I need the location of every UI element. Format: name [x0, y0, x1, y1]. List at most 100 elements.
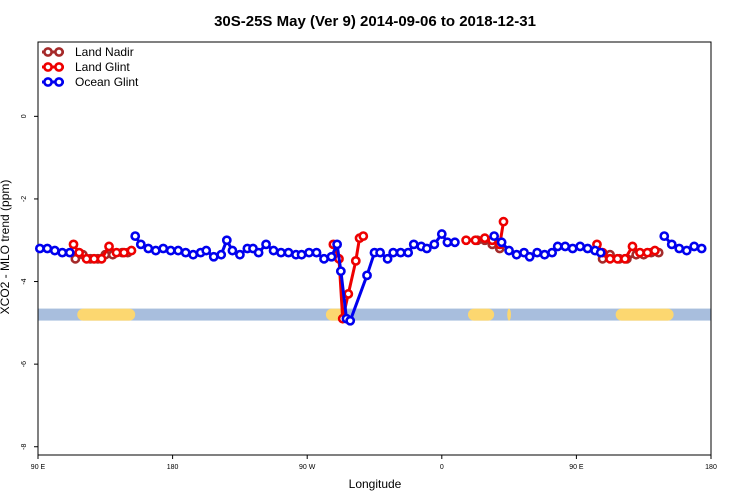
data-point [42, 243, 53, 254]
data-point [96, 253, 107, 264]
data-point [216, 249, 227, 260]
data-point [681, 245, 692, 256]
data-point [547, 247, 557, 258]
legend-label: Ocean Glint [75, 75, 139, 89]
data-point [362, 270, 372, 281]
data-point [620, 253, 630, 264]
legend-label: Land Nadir [75, 45, 134, 59]
data-point [666, 239, 677, 250]
data-point [111, 247, 122, 258]
data-point [689, 241, 700, 252]
y-tick-label: -8 [21, 444, 28, 450]
data-point [173, 245, 184, 256]
data-point [119, 247, 129, 258]
data-point [332, 239, 343, 250]
data-point [498, 216, 509, 227]
data-point [560, 241, 571, 252]
legend-marker [43, 47, 53, 57]
legend-marker [54, 62, 64, 72]
data-point [126, 245, 137, 256]
legend-marker [43, 77, 53, 87]
data-point [496, 237, 507, 248]
data-point [130, 231, 141, 242]
data-point [479, 233, 490, 244]
data-point [511, 249, 522, 260]
land-band-segment [507, 308, 511, 321]
data-point [358, 231, 369, 242]
data-point [532, 247, 543, 258]
data-point [150, 245, 161, 256]
data-point [627, 241, 638, 252]
data-point [227, 245, 238, 256]
data-point [421, 243, 432, 254]
data-point [74, 247, 85, 258]
x-tick-label: 0 [440, 464, 444, 471]
data-point [605, 253, 615, 264]
data-point [449, 237, 460, 248]
data-point [595, 247, 606, 258]
chart-title: 30S-25S May (Ver 9) 2014-09-06 to 2018-1… [214, 13, 536, 30]
data-point [49, 245, 60, 256]
series-ocean-glint [34, 229, 707, 326]
data-point [642, 247, 653, 258]
data-point [659, 231, 670, 242]
data-point [612, 253, 623, 264]
series-layer [34, 216, 707, 326]
y-tick-label: -2 [21, 196, 28, 202]
data-point [375, 247, 386, 258]
data-point [403, 247, 414, 258]
land-band-segment [467, 308, 495, 321]
x-tick-label: 180 [705, 464, 717, 471]
y-axis-label: XCO2 - MLO trend (ppm) [0, 180, 12, 315]
data-point [276, 247, 286, 258]
data-point [552, 241, 563, 252]
data-point [311, 247, 322, 258]
data-point [304, 247, 314, 258]
data-point [524, 251, 535, 262]
data-point [283, 247, 294, 258]
data-point [575, 241, 586, 252]
data-point [470, 235, 481, 246]
data-point [429, 239, 440, 250]
data-point [442, 237, 453, 248]
data-point [64, 247, 75, 258]
data-point [408, 239, 419, 250]
data-point [461, 235, 472, 246]
data-point [674, 243, 685, 254]
data-point [158, 243, 169, 254]
data-point [34, 243, 45, 254]
legend-label: Land Glint [75, 60, 130, 74]
legend-marker [54, 47, 64, 57]
data-point [489, 231, 500, 242]
legend-marker [54, 77, 64, 87]
data-point [635, 247, 645, 258]
data-point [180, 247, 191, 258]
data-point [650, 245, 660, 256]
data-point [268, 245, 279, 256]
data-point [539, 249, 550, 260]
x-axis-label: Longitude [349, 477, 402, 491]
data-point [345, 315, 356, 326]
data-point [335, 266, 346, 277]
data-point [104, 241, 114, 252]
data-point [81, 253, 92, 264]
data-point [135, 239, 146, 250]
data-point [57, 247, 68, 258]
land-ocean-band [38, 308, 711, 321]
data-point [89, 253, 99, 264]
data-point [350, 255, 361, 266]
data-point [143, 243, 154, 254]
x-tick-label: 90 W [299, 464, 316, 471]
data-point [253, 247, 264, 258]
data-point [395, 247, 406, 258]
data-point [582, 243, 593, 254]
data-point [261, 239, 271, 250]
data-point [319, 253, 329, 264]
legend-marker [43, 62, 53, 72]
data-point [188, 249, 199, 260]
data-point [436, 229, 447, 239]
data-point [388, 247, 399, 258]
data-point [567, 243, 578, 254]
